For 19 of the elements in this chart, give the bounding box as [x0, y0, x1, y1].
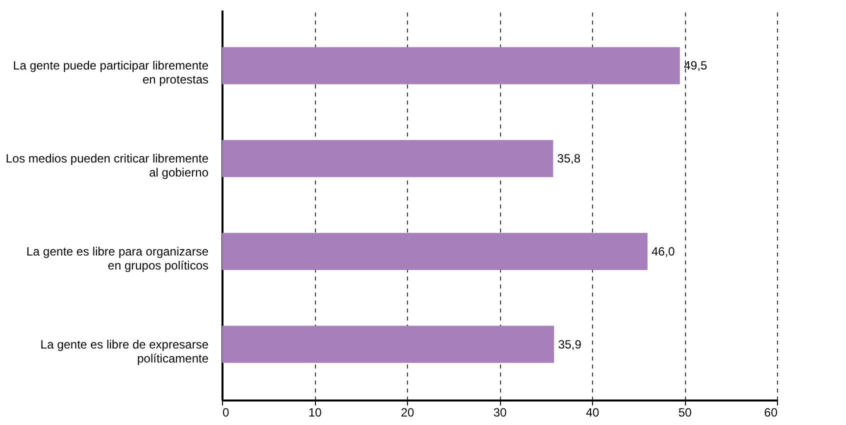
data-label: 35,8	[557, 152, 581, 166]
data-label: 35,9	[558, 337, 582, 352]
bar	[222, 232, 648, 270]
x-tick-label: 30	[493, 406, 507, 420]
data-label: 49,5	[684, 58, 708, 73]
bar	[222, 47, 680, 84]
x-tick-label: 20	[400, 406, 414, 420]
x-tick-label: 10	[308, 406, 322, 420]
x-tick-label: 50	[678, 406, 692, 420]
y-tick-label: Los medios pueden criticar libremente al gobierno	[6, 152, 209, 180]
y-tick-label: La gente puede participar libremente en protestas	[13, 58, 209, 87]
y-tick-label: La gente es libre de expresarse políticamente	[40, 337, 209, 366]
x-tick-label: 40	[586, 406, 600, 420]
bar	[222, 140, 554, 178]
x-tick-label: 0	[222, 406, 230, 420]
bar	[222, 326, 554, 363]
y-tick-label: La gente es libre para organizarse en grupos políticos	[26, 244, 209, 272]
data-label: 46,0	[652, 244, 676, 258]
x-tick-label: 60	[764, 406, 778, 420]
